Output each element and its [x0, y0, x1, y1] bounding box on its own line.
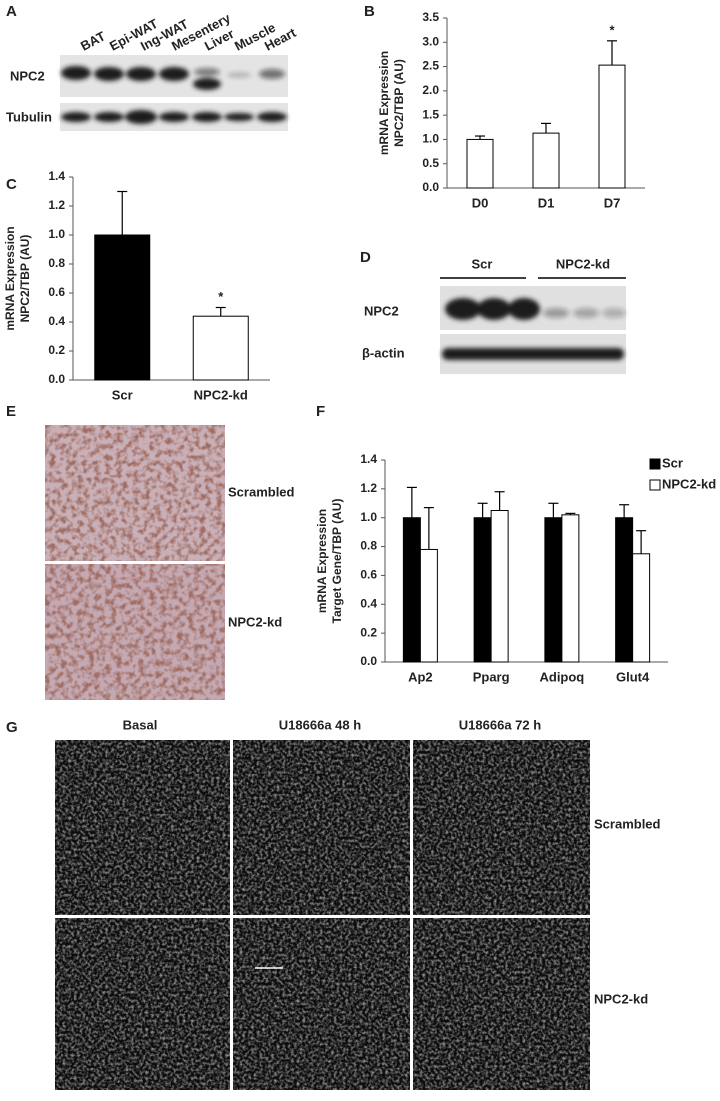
y-tick-label: 0.4	[48, 314, 65, 328]
x-tick-label: Ap2	[408, 669, 433, 684]
y-tick-label: 1.0	[422, 132, 439, 146]
y-tick-label: 1.2	[360, 481, 377, 495]
row-label: Scrambled	[594, 816, 661, 831]
y-tick-label: 0.2	[48, 343, 65, 357]
panel-label: D	[360, 249, 371, 266]
micrograph-texture	[55, 740, 590, 1090]
y-axis-label: NPC2/TBP (AU)	[18, 235, 32, 323]
panel-label: F	[316, 403, 325, 420]
y-tick-label: 0.8	[360, 539, 377, 553]
row-label: NPC2-kd	[228, 614, 282, 629]
y-axis-label: mRNA Expression	[315, 509, 329, 613]
column-label: U18666a 48 h	[279, 717, 361, 732]
row-label: NPC2-kd	[594, 991, 648, 1006]
y-tick-label: 1.4	[48, 169, 65, 183]
y-axis-label: mRNA Expression	[377, 51, 391, 155]
bar	[632, 553, 651, 663]
bar	[561, 514, 580, 663]
y-tick-label: 3.0	[422, 34, 439, 48]
annotation: *	[218, 289, 224, 304]
bar	[94, 234, 151, 381]
row-label: β-actin	[362, 345, 405, 360]
row-label: NPC2	[10, 68, 45, 83]
panel-label: B	[364, 3, 375, 20]
x-tick-label: Scr	[112, 387, 133, 402]
panel-label: C	[6, 176, 17, 193]
bar	[532, 132, 560, 189]
y-tick-label: 0.6	[360, 568, 377, 582]
bands	[61, 66, 287, 124]
column-label: U18666a 72 h	[459, 717, 541, 732]
micrograph-g: Basal U18666a 48 h U18666a 72 h Scramble…	[55, 717, 661, 1090]
row-label: Scrambled	[228, 484, 295, 499]
bar	[192, 315, 249, 381]
column-label: Basal	[123, 717, 158, 732]
y-tick-label: 0.4	[360, 596, 377, 610]
x-tick-label: Glut4	[616, 669, 650, 684]
x-tick-label: Pparg	[473, 669, 510, 684]
y-tick-label: 0.5	[422, 156, 439, 170]
row-label: Tubulin	[6, 109, 52, 124]
y-tick-label: 1.0	[360, 510, 377, 524]
bar	[473, 517, 492, 663]
x-tick-label: D7	[604, 195, 621, 210]
panel-label: E	[6, 403, 16, 420]
micrograph-texture	[45, 425, 225, 561]
bar	[615, 517, 634, 663]
bar	[402, 517, 421, 663]
group-label: Scr	[472, 256, 493, 271]
legend-swatch	[649, 458, 661, 470]
y-tick-label: 3.5	[422, 10, 439, 24]
y-tick-label: 0.2	[360, 625, 377, 639]
y-tick-label: 1.4	[360, 452, 377, 466]
group-label: NPC2-kd	[556, 256, 610, 271]
bar	[490, 510, 509, 663]
y-tick-label: 2.5	[422, 59, 439, 73]
bar	[466, 138, 494, 189]
bar	[598, 64, 626, 189]
y-tick-label: 0.6	[48, 285, 65, 299]
y-tick-label: 0.8	[48, 256, 65, 270]
micrograph-texture	[45, 564, 225, 700]
y-axis-label: mRNA Expression	[3, 226, 17, 330]
y-tick-label: 1.2	[48, 198, 65, 212]
panel-label: A	[6, 3, 17, 20]
y-tick-label: 1.0	[48, 227, 65, 241]
bar	[544, 517, 563, 663]
legend-swatch	[649, 479, 661, 491]
y-axis-label: Target Gene/TBP (AU)	[330, 499, 344, 624]
y-axis-label: NPC2/TBP (AU)	[392, 59, 406, 147]
panel-label: G	[6, 719, 18, 736]
x-tick-label: NPC2-kd	[194, 387, 248, 402]
legend-label: NPC2-kd	[662, 476, 716, 491]
y-tick-label: 2.0	[422, 83, 439, 97]
legend-label: Scr	[662, 455, 683, 470]
x-tick-label: Adipoq	[539, 669, 584, 684]
y-tick-label: 0.0	[422, 180, 439, 194]
blot-d: Scr NPC2-kd NPC2 β-actin	[362, 256, 626, 374]
y-tick-label: 1.5	[422, 107, 439, 121]
annotation: *	[609, 22, 615, 37]
micrograph-e: Scrambled NPC2-kd	[45, 425, 295, 700]
x-tick-label: D1	[538, 195, 555, 210]
x-tick-label: D0	[472, 195, 489, 210]
y-tick-label: 0.0	[48, 372, 65, 386]
bands	[442, 298, 626, 360]
bar	[419, 548, 438, 663]
row-label: NPC2	[364, 303, 399, 318]
y-tick-label: 0.0	[360, 654, 377, 668]
